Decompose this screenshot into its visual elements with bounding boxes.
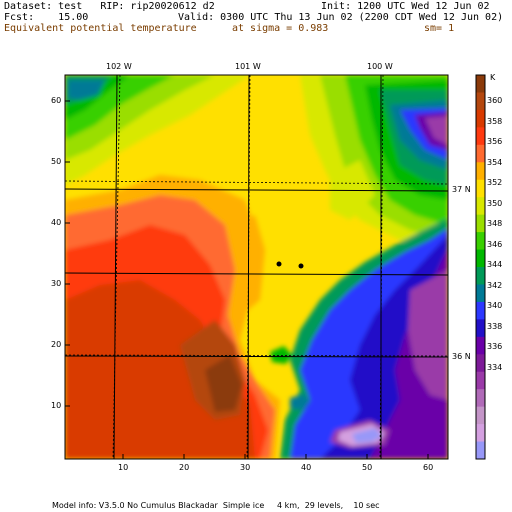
- model-info: Model info: V3.5.0 No Cumulus Blackadar …: [52, 501, 380, 510]
- dataset-label: Dataset: test RIP: rip20020612 d2: [4, 1, 215, 12]
- colorbar-level-label: 360: [487, 96, 503, 105]
- x-tick-label: 50: [362, 463, 373, 472]
- colorbar: [475, 74, 486, 460]
- colorbar-swatch: [476, 354, 485, 373]
- field-name: Equivalent potential temperature: [4, 23, 197, 34]
- colorbar-frame: [475, 74, 486, 460]
- political-boundaries: [64, 74, 449, 460]
- colorbar-swatch: [476, 249, 485, 268]
- valid-time: Valid: 0300 UTC Thu 13 Jun 02 (2200 CDT …: [178, 12, 504, 23]
- y-tick-label: 50: [51, 157, 62, 166]
- y-tick-label: 60: [51, 96, 62, 105]
- station-marker: [276, 261, 282, 267]
- theta-e-field: [65, 75, 448, 459]
- colorbar-swatch: [476, 424, 485, 443]
- colorbar-swatch: [476, 389, 485, 408]
- y-tick-label: 10: [51, 401, 62, 410]
- lat-label: 37 N: [452, 185, 471, 194]
- colorbar-swatch: [476, 301, 485, 320]
- colorbar-swatch: [476, 371, 485, 390]
- colorbar-level-label: 344: [487, 260, 503, 269]
- colorbar-swatch: [476, 232, 485, 251]
- colorbar-swatch: [476, 75, 485, 93]
- colorbar-swatch: [476, 109, 485, 128]
- plot-frame: [64, 74, 449, 460]
- colorbar-level-label: 342: [487, 280, 503, 290]
- colorbar-swatch: [476, 92, 485, 111]
- colorbar-swatch: [476, 336, 485, 355]
- colorbar-swatch: [476, 406, 485, 425]
- colorbar-level-label: 346: [487, 239, 503, 249]
- lat-lon-lines: [64, 74, 449, 460]
- colorbar-swatch: [476, 319, 485, 338]
- colorbar-swatch: [476, 127, 485, 146]
- colorbar-level-label: 354: [487, 157, 503, 167]
- colorbar-swatch: [476, 441, 485, 460]
- colorbar-level-label: 340: [487, 301, 503, 310]
- colorbar-swatch: [476, 284, 485, 303]
- lat-label: 36 N: [452, 352, 471, 361]
- sigma-level: at sigma = 0.983: [232, 23, 329, 34]
- colorbar-level-label: 358: [487, 116, 503, 126]
- colorbar-swatch: [476, 179, 485, 198]
- colorbar-swatch: [476, 144, 485, 163]
- colorbar-unit: K: [490, 73, 496, 82]
- colorbar-swatch: [476, 214, 485, 233]
- lon-label: 102 W: [106, 62, 132, 71]
- station-marker: [298, 263, 304, 269]
- colorbar-level-label: 352: [487, 178, 503, 187]
- x-tick-label: 40: [301, 463, 312, 472]
- x-tick-label: 20: [179, 463, 190, 472]
- colorbar-swatch: [476, 197, 485, 216]
- init-time: Init: 1200 UTC Wed 12 Jun 02: [321, 1, 490, 12]
- colorbar-level-label: 348: [487, 219, 503, 228]
- forecast-hour: Fcst: 15.00: [4, 12, 89, 23]
- colorbar-level-label: 334: [487, 362, 503, 372]
- x-tick-label: 10: [118, 463, 129, 472]
- lon-label: 100 W: [367, 62, 393, 71]
- smoothing: sm= 1: [424, 23, 455, 34]
- colorbar-level-label: 336: [487, 342, 503, 351]
- x-tick-label: 30: [240, 463, 251, 472]
- lon-label: 101 W: [235, 62, 261, 71]
- y-tick-label: 20: [51, 340, 62, 349]
- x-tick-label: 60: [423, 463, 434, 472]
- y-tick-label: 40: [51, 218, 62, 227]
- colorbar-level-label: 356: [487, 137, 503, 146]
- colorbar-swatch: [476, 162, 485, 181]
- colorbar-level-label: 338: [487, 321, 503, 331]
- colorbar-swatch: [476, 267, 485, 285]
- axis-ticks: [65, 100, 429, 459]
- y-tick-label: 30: [51, 279, 62, 288]
- colorbar-level-label: 350: [487, 198, 503, 208]
